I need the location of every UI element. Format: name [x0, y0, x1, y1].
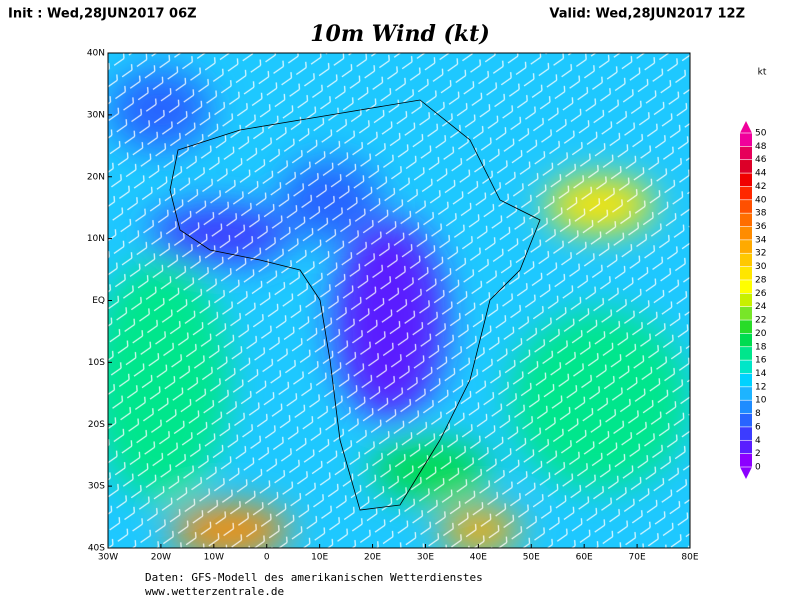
lat-label: 40N — [87, 49, 105, 59]
colorbar-segment — [740, 213, 752, 227]
colorbar-label: 0 — [755, 463, 761, 473]
colorbar-segment — [740, 373, 752, 387]
colorbar-segment — [740, 293, 752, 307]
colorbar-label: 42 — [755, 182, 766, 192]
colorbar-segment — [740, 186, 752, 200]
colorbar-label: 28 — [755, 275, 767, 285]
colorbar-segment — [740, 413, 752, 427]
colorbar-segment — [740, 426, 752, 441]
colorbar-label: 6 — [755, 422, 761, 432]
colorbar-label: 46 — [755, 155, 767, 165]
colorbar-unit: kt — [758, 68, 767, 78]
lon-label: 10W — [204, 553, 224, 563]
colorbar-label: 14 — [755, 369, 767, 379]
footer-url: www.wetterzentrale.de — [145, 585, 284, 598]
colorbar-label: 2 — [755, 449, 761, 459]
lon-label: 20W — [151, 553, 171, 563]
lon-label: 10E — [311, 553, 328, 563]
map-title: 10m Wind (kt) — [310, 21, 490, 47]
lon-label: 0 — [264, 553, 270, 563]
lat-label: 30S — [88, 482, 105, 492]
colorbar-segment — [740, 199, 752, 214]
colorbar-label: 50 — [755, 129, 767, 139]
colorbar-label: 10 — [755, 396, 767, 406]
colorbar-segment — [740, 279, 752, 294]
colorbar-segment — [740, 266, 752, 280]
colorbar-label: 26 — [755, 289, 767, 299]
colorbar-segment — [740, 306, 752, 321]
colorbar-label: 20 — [755, 329, 767, 339]
colorbar-label: 18 — [755, 342, 767, 352]
map-field — [108, 53, 690, 548]
colorbar-segment — [740, 360, 752, 374]
colorbar-label: 48 — [755, 142, 767, 152]
colorbar-label: 38 — [755, 209, 767, 219]
colorbar-min-arrow — [740, 467, 752, 479]
colorbar-segment — [740, 226, 752, 240]
colorbar-segment — [740, 346, 752, 361]
init-time: Init : Wed,28JUN2017 06Z — [8, 7, 197, 22]
colorbar-segment — [740, 239, 752, 254]
colorbar-segment — [740, 159, 752, 174]
colorbar-label: 30 — [755, 262, 767, 272]
lat-label: 30N — [87, 110, 105, 120]
colorbar-max-arrow — [740, 121, 752, 133]
colorbar-segment — [740, 400, 752, 414]
colorbar-label: 16 — [755, 356, 767, 366]
colorbar-segment — [740, 440, 752, 454]
colorbar-segment — [740, 386, 752, 401]
colorbar-label: 40 — [755, 195, 767, 205]
colorbar-segment — [740, 320, 752, 334]
colorbar-label: 12 — [755, 382, 766, 392]
colorbar-segment — [740, 453, 752, 467]
colorbar-label: 32 — [755, 249, 766, 259]
colorbar-segment — [740, 133, 752, 147]
colorbar-segment — [740, 173, 752, 187]
lat-label: 10S — [88, 358, 105, 368]
colorbar-label: 44 — [755, 169, 767, 179]
colorbar-label: 8 — [755, 409, 761, 419]
lat-label: 10N — [87, 234, 105, 244]
colorbar-label: 36 — [755, 222, 767, 232]
colorbar-segment — [740, 146, 752, 160]
lat-label: 20S — [88, 420, 105, 430]
lon-label: 60E — [576, 553, 593, 563]
lat-label: 20N — [87, 172, 105, 182]
valid-time: Valid: Wed,28JUN2017 12Z — [549, 7, 745, 22]
colorbar-label: 34 — [755, 235, 767, 245]
lon-label: 30W — [98, 553, 118, 563]
lat-label: 40S — [88, 544, 105, 554]
lat-label: EQ — [92, 296, 105, 306]
footer-source: Daten: GFS-Modell des amerikanischen Wet… — [145, 571, 483, 584]
colorbar-label: 24 — [755, 302, 767, 312]
lon-label: 20E — [364, 553, 381, 563]
colorbar-label: 4 — [755, 436, 761, 446]
lon-label: 70E — [629, 553, 646, 563]
lon-label: 40E — [470, 553, 487, 563]
lon-label: 80E — [681, 553, 698, 563]
colorbar-segment — [740, 253, 752, 267]
colorbar-segment — [740, 333, 752, 347]
lon-label: 30E — [417, 553, 434, 563]
colorbar: 0246810121416182022242628303234363840424… — [740, 121, 767, 479]
colorbar-label: 22 — [755, 316, 766, 326]
lon-label: 50E — [523, 553, 540, 563]
